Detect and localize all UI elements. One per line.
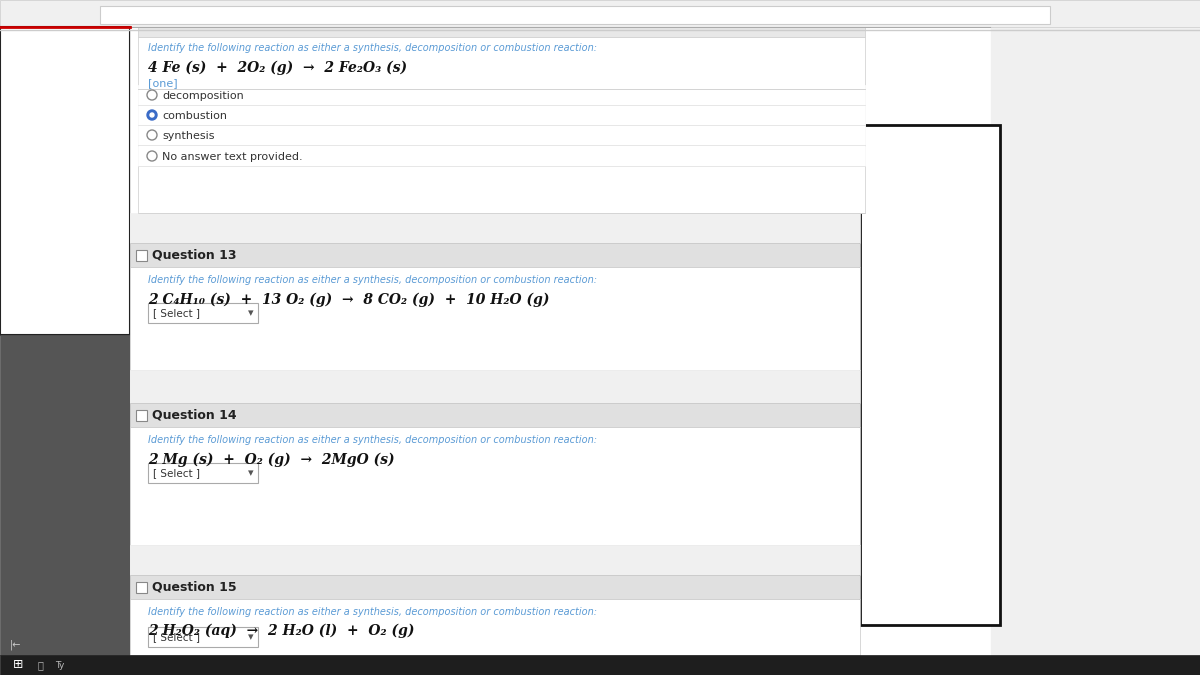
Bar	[130, 267, 860, 370]
Bar	[0, 27, 130, 335]
Text: Question 13: Question 13	[152, 248, 236, 261]
Text: Identify the following reaction as either a synthesis, decomposition or combusti: Identify the following reaction as eithe…	[148, 607, 598, 617]
Bar	[130, 427, 860, 545]
Bar	[138, 85, 865, 105]
Bar	[860, 125, 1000, 625]
Bar	[136, 410, 148, 421]
Text: Ty: Ty	[55, 661, 65, 670]
Bar	[0, 0, 1200, 27]
Bar	[130, 575, 860, 599]
Text: ▾: ▾	[248, 308, 253, 318]
Text: 2 C₄H₁₀ (s)  +  13 O₂ (g)  →  8 CO₂ (g)  +  10 H₂O (g): 2 C₄H₁₀ (s) + 13 O₂ (g) → 8 CO₂ (g) + 10…	[148, 293, 550, 307]
Bar	[0, 655, 1200, 675]
Text: ▾: ▾	[248, 632, 253, 642]
Text: [ Select ]: [ Select ]	[154, 308, 200, 318]
Bar	[130, 243, 860, 267]
Text: Question 14: Question 14	[152, 408, 236, 421]
Text: 2 H₂O₂ (aq)  →  2 H₂O (l)  +  O₂ (g): 2 H₂O₂ (aq) → 2 H₂O (l) + O₂ (g)	[148, 624, 414, 639]
Bar	[130, 599, 860, 655]
Text: decomposition: decomposition	[162, 91, 244, 101]
Text: [ Select ]: [ Select ]	[154, 468, 200, 478]
Text: ▾: ▾	[248, 468, 253, 478]
Text: No answer text provided.: No answer text provided.	[162, 152, 302, 162]
Bar	[130, 27, 990, 655]
Text: 4 Fe (s)  +  2O₂ (g)  →  2 Fe₂O₃ (s): 4 Fe (s) + 2O₂ (g) → 2 Fe₂O₃ (s)	[148, 61, 407, 76]
Text: Question 15: Question 15	[152, 580, 236, 593]
Bar	[0, 335, 130, 655]
Text: |←: |←	[10, 640, 20, 650]
Text: combustion: combustion	[162, 111, 227, 121]
Bar	[130, 213, 860, 243]
Bar	[138, 146, 865, 166]
Text: synthesis: synthesis	[162, 131, 215, 141]
Bar	[148, 303, 258, 323]
Bar	[148, 627, 258, 647]
Text: Identify the following reaction as either a synthesis, decomposition or combusti: Identify the following reaction as eithe…	[148, 275, 598, 285]
Bar	[130, 545, 860, 575]
Text: ⌕: ⌕	[37, 660, 43, 670]
Text: [one]: [one]	[148, 78, 178, 88]
Bar	[136, 582, 148, 593]
Text: [ Select ]: [ Select ]	[154, 632, 200, 642]
Bar	[136, 250, 148, 261]
Bar	[138, 105, 865, 125]
Bar	[138, 27, 865, 37]
Text: 2 Mg (s)  +  O₂ (g)  →  2MgO (s): 2 Mg (s) + O₂ (g) → 2MgO (s)	[148, 453, 395, 467]
Bar	[100, 6, 1050, 24]
Bar	[130, 403, 860, 427]
Circle shape	[148, 110, 157, 120]
Circle shape	[150, 113, 154, 117]
Bar	[138, 37, 865, 213]
Bar	[130, 370, 860, 403]
Bar	[138, 125, 865, 145]
Text: Identify the following reaction as either a synthesis, decomposition or combusti: Identify the following reaction as eithe…	[148, 43, 598, 53]
Text: ⊞: ⊞	[13, 659, 23, 672]
Text: Identify the following reaction as either a synthesis, decomposition or combusti: Identify the following reaction as eithe…	[148, 435, 598, 445]
Bar	[148, 463, 258, 483]
